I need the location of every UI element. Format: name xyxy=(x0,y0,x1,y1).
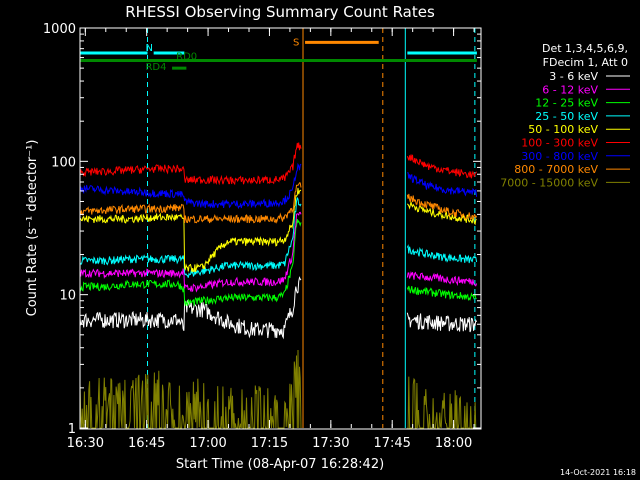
series-line-50-100-kev-1 xyxy=(406,201,477,226)
plot-frame xyxy=(79,27,482,430)
legend: Det 1,3,4,5,6,9,FDecim 1, Att 03 - 6 keV… xyxy=(500,42,630,189)
annotation-label-s: S xyxy=(293,37,299,48)
plot-area: N S RD0 RD4 xyxy=(79,28,478,430)
legend-label: 25 - 50 keV xyxy=(535,110,598,123)
legend-label: 12 - 25 keV xyxy=(535,97,598,110)
legend-label: 7000 - 15000 keV xyxy=(500,176,598,189)
footer-date: 14-Oct-2021 16:18 xyxy=(560,468,636,477)
annotation-label-n: N xyxy=(146,43,153,54)
series-line-12-25-kev-1 xyxy=(406,285,477,301)
series-line-800-7000-kev-1 xyxy=(406,193,478,221)
legend-header: FDecim 1, Att 0 xyxy=(543,56,628,69)
legend-label: 50 - 100 keV xyxy=(528,123,598,136)
series-line-7000-15000-kev-1 xyxy=(407,376,477,429)
series-line-25-50-kev-0 xyxy=(79,196,302,278)
x-tick-label: 16:45 xyxy=(128,436,165,451)
annotation-label-rd0: RD0 xyxy=(176,52,197,63)
series-line-7000-15000-kev-0 xyxy=(79,349,302,430)
series-line-800-7000-kev-0 xyxy=(79,182,302,224)
x-tick-label: 17:00 xyxy=(189,436,226,451)
series-line-25-50-kev-1 xyxy=(406,244,478,264)
x-tick-label: 17:45 xyxy=(373,436,410,451)
legend-label: 3 - 6 keV xyxy=(549,70,598,83)
series-line-300-800-kev-0 xyxy=(79,162,302,210)
legend-label: 6 - 12 keV xyxy=(542,83,598,96)
x-tick-label: 16:30 xyxy=(67,436,104,451)
y-tick-label: 10 xyxy=(59,289,76,304)
axis-ticks: 16:30 16:45 17:00 17:15 17:30 17:45 18:00 1 10 10… xyxy=(43,22,481,451)
series-line-100-300-kev-1 xyxy=(406,154,478,179)
series-line-6-12-kev-0 xyxy=(79,211,302,293)
y-axis-label: Count Rate (s⁻¹ detector⁻¹) xyxy=(25,140,40,317)
chart-title: RHESSI Observing Summary Count Rates xyxy=(125,3,435,21)
series-line-100-300-kev-0 xyxy=(79,142,302,186)
legend-header: Det 1,3,4,5,6,9, xyxy=(542,42,628,55)
series-line-3-6-kev-0 xyxy=(79,276,302,340)
x-tick-label: 17:15 xyxy=(251,436,288,451)
series-line-12-25-kev-0 xyxy=(79,218,302,306)
series-line-50-100-kev-0 xyxy=(79,187,302,273)
legend-label: 300 - 800 keV xyxy=(521,150,598,163)
x-axis-label: Start Time (08-Apr-07 16:28:42) xyxy=(176,457,384,472)
legend-label: 100 - 300 keV xyxy=(521,137,598,150)
legend-label: 800 - 7000 keV xyxy=(514,163,598,176)
x-tick-label: 17:30 xyxy=(312,436,349,451)
series-line-3-6-kev-1 xyxy=(406,312,478,333)
series-line-6-12-kev-1 xyxy=(406,270,478,287)
annotation-label-rd4: RD4 xyxy=(145,62,166,73)
y-tick-label: 100 xyxy=(51,155,76,170)
y-tick-label: 1 xyxy=(68,422,76,437)
x-tick-label: 18:00 xyxy=(435,436,472,451)
series-line-300-800-kev-1 xyxy=(407,172,478,197)
y-tick-label: 1000 xyxy=(43,22,76,37)
